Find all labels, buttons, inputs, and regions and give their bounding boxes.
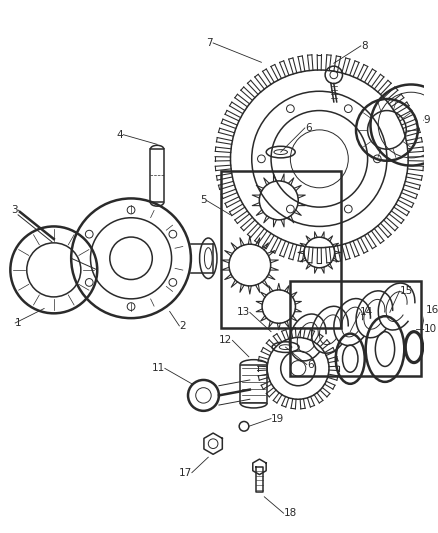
Text: 8: 8 [361, 41, 367, 51]
Text: 12: 12 [219, 335, 233, 345]
Text: 2: 2 [179, 321, 186, 331]
Text: 7: 7 [206, 38, 213, 48]
Text: 4: 4 [117, 130, 124, 140]
Text: 19: 19 [271, 414, 284, 424]
Bar [240, 365, 267, 403]
Bar [150, 149, 164, 203]
Text: 6: 6 [305, 123, 311, 133]
Text: 5: 5 [200, 196, 206, 205]
Bar [221, 172, 341, 328]
Text: 13: 13 [237, 308, 250, 317]
Text: 14: 14 [360, 308, 373, 317]
Text: 17: 17 [179, 467, 192, 478]
Bar [290, 281, 421, 376]
Text: 1: 1 [15, 318, 22, 328]
Text: 3: 3 [11, 205, 18, 215]
Text: 15: 15 [399, 286, 413, 296]
Text: 9: 9 [424, 115, 430, 125]
Text: 6: 6 [307, 359, 314, 369]
Text: 16: 16 [426, 305, 438, 316]
Text: 18: 18 [283, 508, 297, 518]
Text: 11: 11 [152, 364, 165, 374]
Text: 10: 10 [424, 324, 437, 334]
